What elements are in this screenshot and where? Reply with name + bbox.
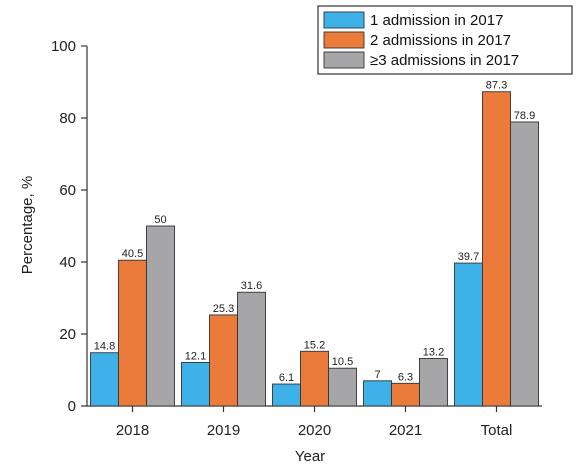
x-tick-label: 2021 (389, 422, 422, 439)
bar-value-label: 25.3 (213, 303, 234, 315)
bar-value-label: 6.1 (279, 372, 294, 384)
legend-label: 2 admissions in 2017 (370, 32, 511, 49)
bar (328, 367, 357, 407)
bar-value-label: 12.1 (185, 350, 206, 362)
bar-value-label: 7 (374, 369, 380, 381)
legend-swatch (323, 51, 365, 69)
bar (146, 225, 175, 407)
y-tick-label: 60 (59, 182, 76, 199)
y-axis-title: Percentage, % (19, 176, 36, 274)
bar (510, 121, 539, 407)
y-tick-label: 40 (59, 254, 76, 271)
y-tick-label: 80 (59, 110, 76, 127)
bar-value-label: 31.6 (241, 280, 262, 292)
bar-value-label: 39.7 (458, 251, 479, 263)
bar (237, 291, 266, 407)
bar (454, 262, 483, 407)
legend-swatch (323, 11, 365, 29)
bar-value-label: 40.5 (122, 248, 143, 260)
bar (363, 380, 392, 407)
bar-value-label: 78.9 (514, 110, 535, 122)
x-tick-label: 2018 (116, 422, 149, 439)
bar (419, 358, 448, 407)
data-labels: 14.8 40.5 50 12.1 25.3 31.6 6.1 15.2 10.5 7 6.3 13.… (94, 80, 535, 384)
x-axis-title: Year (295, 448, 325, 465)
bar (391, 382, 420, 407)
bar (90, 352, 119, 407)
bar-value-label: 6.3 (398, 371, 413, 383)
bar-value-label: 10.5 (332, 356, 353, 368)
bar (181, 361, 210, 407)
x-tick-label: 2019 (207, 422, 240, 439)
bar (272, 383, 301, 407)
bar-value-label: 50 (154, 214, 166, 226)
bar-value-label: 87.3 (486, 80, 507, 92)
axes: 0 20 40 60 80 100 2018 2019 2020 2021 Total (51, 38, 542, 439)
x-tick-label: 2020 (298, 422, 331, 439)
legend-label: ≥3 admissions in 2017 (370, 52, 519, 69)
y-tick-label: 20 (59, 326, 76, 343)
bar-value-label: 13.2 (423, 346, 444, 358)
x-tick-label: Total (481, 422, 513, 439)
bar (209, 314, 238, 407)
legend: 1 admission in 2017 2 admissions in 2017 ≥… (317, 5, 573, 75)
y-tick-label: 0 (68, 398, 76, 415)
bar-value-label: 14.8 (94, 341, 115, 353)
y-tick-label: 100 (51, 38, 76, 55)
legend-swatch (323, 31, 365, 49)
legend-label: 1 admission in 2017 (370, 12, 503, 29)
bar (118, 259, 147, 407)
bar (300, 350, 329, 407)
bars (90, 91, 539, 407)
bar (482, 91, 511, 407)
bar-value-label: 15.2 (304, 339, 325, 351)
